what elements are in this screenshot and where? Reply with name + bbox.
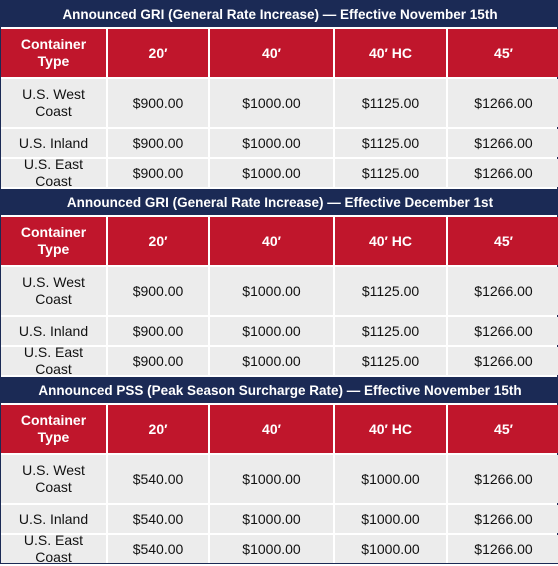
column-header: 40′ (210, 405, 333, 453)
column-header: 20′ (108, 405, 208, 453)
rate-cell: $1000.00 (210, 79, 333, 127)
column-header: 45′ (448, 217, 558, 265)
rate-cell: $1000.00 (210, 317, 333, 345)
rate-cell: $1266.00 (448, 79, 558, 127)
rate-cell: $1266.00 (448, 535, 558, 563)
row-header: U.S. Inland (1, 505, 106, 533)
rate-cell: $1266.00 (448, 129, 558, 157)
rate-cell: $1125.00 (335, 129, 446, 157)
row-header: U.S. East Coast (1, 532, 106, 565)
section-title: Announced PSS (Peak Season Surcharge Rat… (1, 377, 558, 403)
row-header: U.S. West Coast (1, 455, 106, 503)
rate-cell: $1000.00 (210, 535, 333, 563)
column-header: 40′ HC (335, 217, 446, 265)
row-header: U.S. West Coast (1, 267, 106, 315)
rate-cell: $900.00 (108, 267, 208, 315)
rate-cell: $900.00 (108, 317, 208, 345)
column-header: Container Type (1, 29, 106, 77)
rate-cell: $1125.00 (335, 317, 446, 345)
row-header: U.S. East Coast (1, 344, 106, 377)
rate-cell: $1125.00 (335, 267, 446, 315)
column-header: 40′ (210, 29, 333, 77)
rate-section: Announced PSS (Peak Season Surcharge Rat… (1, 377, 558, 565)
rate-cell: $1266.00 (448, 455, 558, 503)
row-header: U.S. Inland (1, 317, 106, 345)
rate-cell: $1266.00 (448, 505, 558, 533)
rate-cell: $900.00 (108, 347, 208, 375)
rate-cell: $1000.00 (335, 455, 446, 503)
column-header: 45′ (448, 29, 558, 77)
rate-cell: $1266.00 (448, 347, 558, 375)
rate-cell: $1000.00 (210, 129, 333, 157)
rate-cell: $1000.00 (335, 535, 446, 563)
column-header: 40′ HC (335, 405, 446, 453)
row-header: U.S. Inland (1, 129, 106, 157)
section-title: Announced GRI (General Rate Increase) — … (1, 1, 558, 27)
column-header: 20′ (108, 217, 208, 265)
rate-cell: $1000.00 (335, 505, 446, 533)
rate-cell: $1000.00 (210, 267, 333, 315)
rate-cell: $1000.00 (210, 159, 333, 187)
rate-cell: $1125.00 (335, 159, 446, 187)
rate-cell: $1000.00 (210, 455, 333, 503)
rate-cell: $540.00 (108, 505, 208, 533)
rate-cell: $1266.00 (448, 317, 558, 345)
row-header: U.S. East Coast (1, 156, 106, 189)
rate-cell: $540.00 (108, 455, 208, 503)
rate-cell: $1266.00 (448, 159, 558, 187)
rate-cell: $900.00 (108, 129, 208, 157)
section-title: Announced GRI (General Rate Increase) — … (1, 189, 558, 215)
rate-cell: $540.00 (108, 535, 208, 563)
column-header: Container Type (1, 405, 106, 453)
row-header: U.S. West Coast (1, 79, 106, 127)
rate-cell: $900.00 (108, 159, 208, 187)
rate-section: Announced GRI (General Rate Increase) — … (1, 1, 558, 189)
column-header: Container Type (1, 217, 106, 265)
rate-cell: $1000.00 (210, 347, 333, 375)
column-header: 40′ (210, 217, 333, 265)
column-header: 45′ (448, 405, 558, 453)
rate-cell: $900.00 (108, 79, 208, 127)
column-header: 40′ HC (335, 29, 446, 77)
rate-cell: $1000.00 (210, 505, 333, 533)
rate-cell: $1125.00 (335, 79, 446, 127)
column-header: 20′ (108, 29, 208, 77)
rate-cell: $1266.00 (448, 267, 558, 315)
rate-cell: $1125.00 (335, 347, 446, 375)
rate-section: Announced GRI (General Rate Increase) — … (1, 189, 558, 377)
